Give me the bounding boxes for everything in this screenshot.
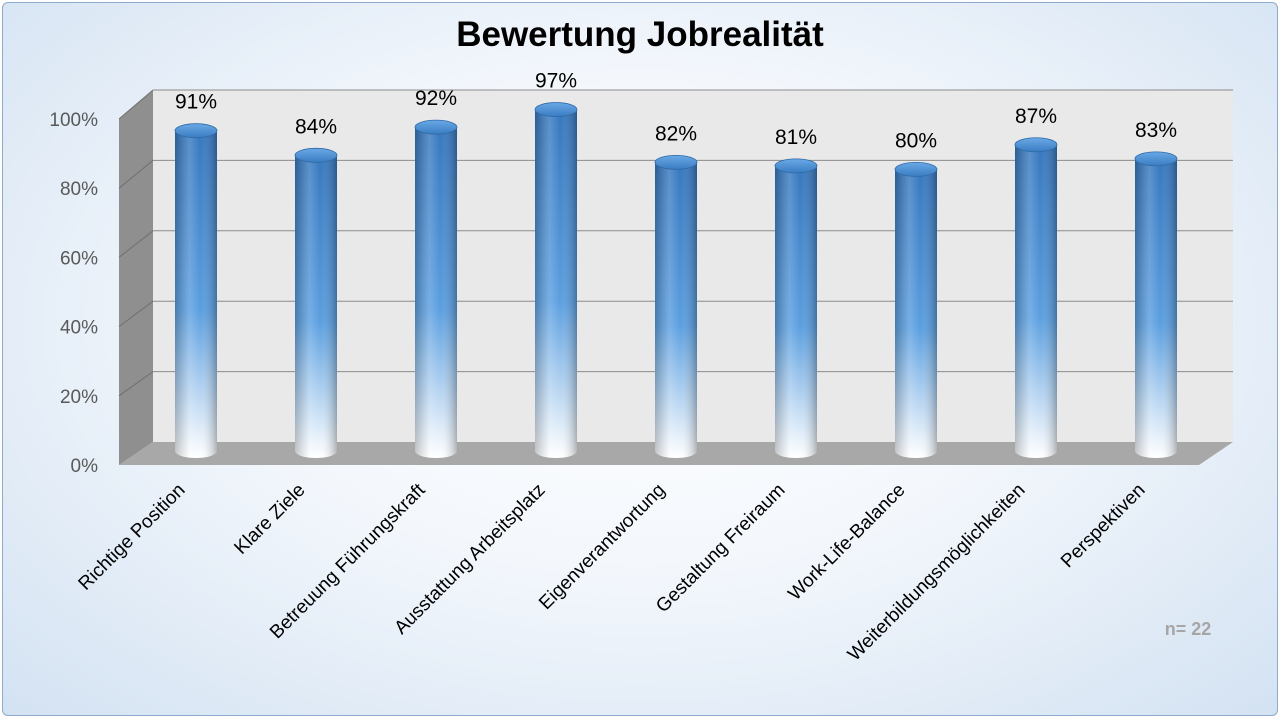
data-label: 91% <box>175 91 217 114</box>
bar-shading <box>655 162 697 459</box>
bar-cap <box>774 158 818 174</box>
data-label: 87% <box>1015 105 1057 128</box>
bar-shading <box>535 109 577 458</box>
bar <box>174 123 218 458</box>
data-label: 84% <box>295 115 337 138</box>
x-tick-label: Klare Ziele <box>230 480 309 559</box>
y-tick-label: 20% <box>60 387 98 408</box>
x-tick-label: Richtige Position <box>75 480 190 595</box>
bars <box>174 102 1178 459</box>
bar <box>294 147 338 458</box>
bar-shading <box>415 127 457 458</box>
bar <box>414 119 458 458</box>
bar <box>654 154 698 459</box>
bar-cap <box>294 147 338 163</box>
bar <box>1134 151 1178 458</box>
bar-cap <box>654 154 698 170</box>
bar <box>1014 137 1058 458</box>
side-wall <box>119 90 153 465</box>
sample-size-note: n= 22 <box>1164 619 1212 639</box>
x-tick-label: Eigenverantwortung <box>535 480 669 614</box>
y-tick-label: 60% <box>60 248 98 269</box>
bar-cap <box>534 102 578 117</box>
data-label: 83% <box>1135 119 1177 142</box>
bar <box>774 158 818 458</box>
y-tick-label: 100% <box>49 110 98 131</box>
data-label: 82% <box>655 122 697 145</box>
y-tick-label: 40% <box>60 318 98 339</box>
bar-cap <box>894 161 938 177</box>
y-tick-label: 80% <box>60 179 98 200</box>
bar-cap <box>1134 151 1178 167</box>
bar-cap <box>174 123 218 139</box>
x-tick-label: Perspektiven <box>1057 480 1150 573</box>
gridline-side <box>118 371 154 397</box>
data-label: 97% <box>535 70 577 93</box>
gridline-side <box>118 89 154 120</box>
bar-shading <box>295 155 337 458</box>
gridline-side <box>118 160 154 189</box>
bar-chart: 0% 20% 40% 60% 80% 100% 91% 84% 92% 97% 82% 81% 80%… <box>49 70 1233 665</box>
y-tick-label: 0% <box>71 456 99 477</box>
x-tick-label: Work-Life-Balance <box>784 480 909 605</box>
bar-shading <box>775 165 817 458</box>
bar <box>894 161 938 458</box>
gridline-side <box>118 300 154 328</box>
data-label: 81% <box>775 126 817 149</box>
bar-shading <box>1015 144 1057 458</box>
y-axis-ticks: 0% 20% 40% 60% 80% 100% <box>49 110 98 477</box>
bar-cap <box>1014 137 1058 153</box>
x-tick-label: Gestaltung Freiraum <box>652 480 789 617</box>
chart-title: Bewertung Jobrealität <box>456 15 824 54</box>
bar-shading <box>1135 158 1177 458</box>
data-label: 80% <box>895 129 937 152</box>
bar <box>534 102 578 458</box>
bar-shading <box>175 130 217 458</box>
data-labels: 91% 84% 92% 97% 82% 81% 80% 87% 83% <box>175 70 1177 153</box>
gridline-side <box>118 230 154 258</box>
bar-cap <box>414 119 458 135</box>
data-label: 92% <box>415 87 457 110</box>
bar-shading <box>895 169 937 458</box>
